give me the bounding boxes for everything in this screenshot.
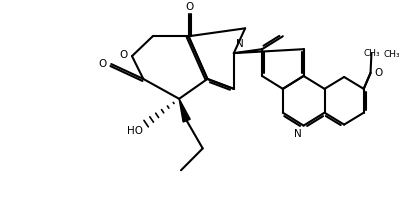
Polygon shape bbox=[179, 99, 190, 122]
Text: O: O bbox=[119, 50, 127, 60]
Text: O: O bbox=[98, 59, 107, 69]
Text: HO: HO bbox=[127, 126, 143, 136]
Text: O: O bbox=[186, 2, 194, 12]
Text: CH₃: CH₃ bbox=[384, 50, 399, 59]
Text: N: N bbox=[294, 129, 302, 139]
Text: O: O bbox=[374, 68, 383, 78]
Text: N: N bbox=[236, 39, 243, 49]
Text: CH₃: CH₃ bbox=[363, 49, 380, 58]
